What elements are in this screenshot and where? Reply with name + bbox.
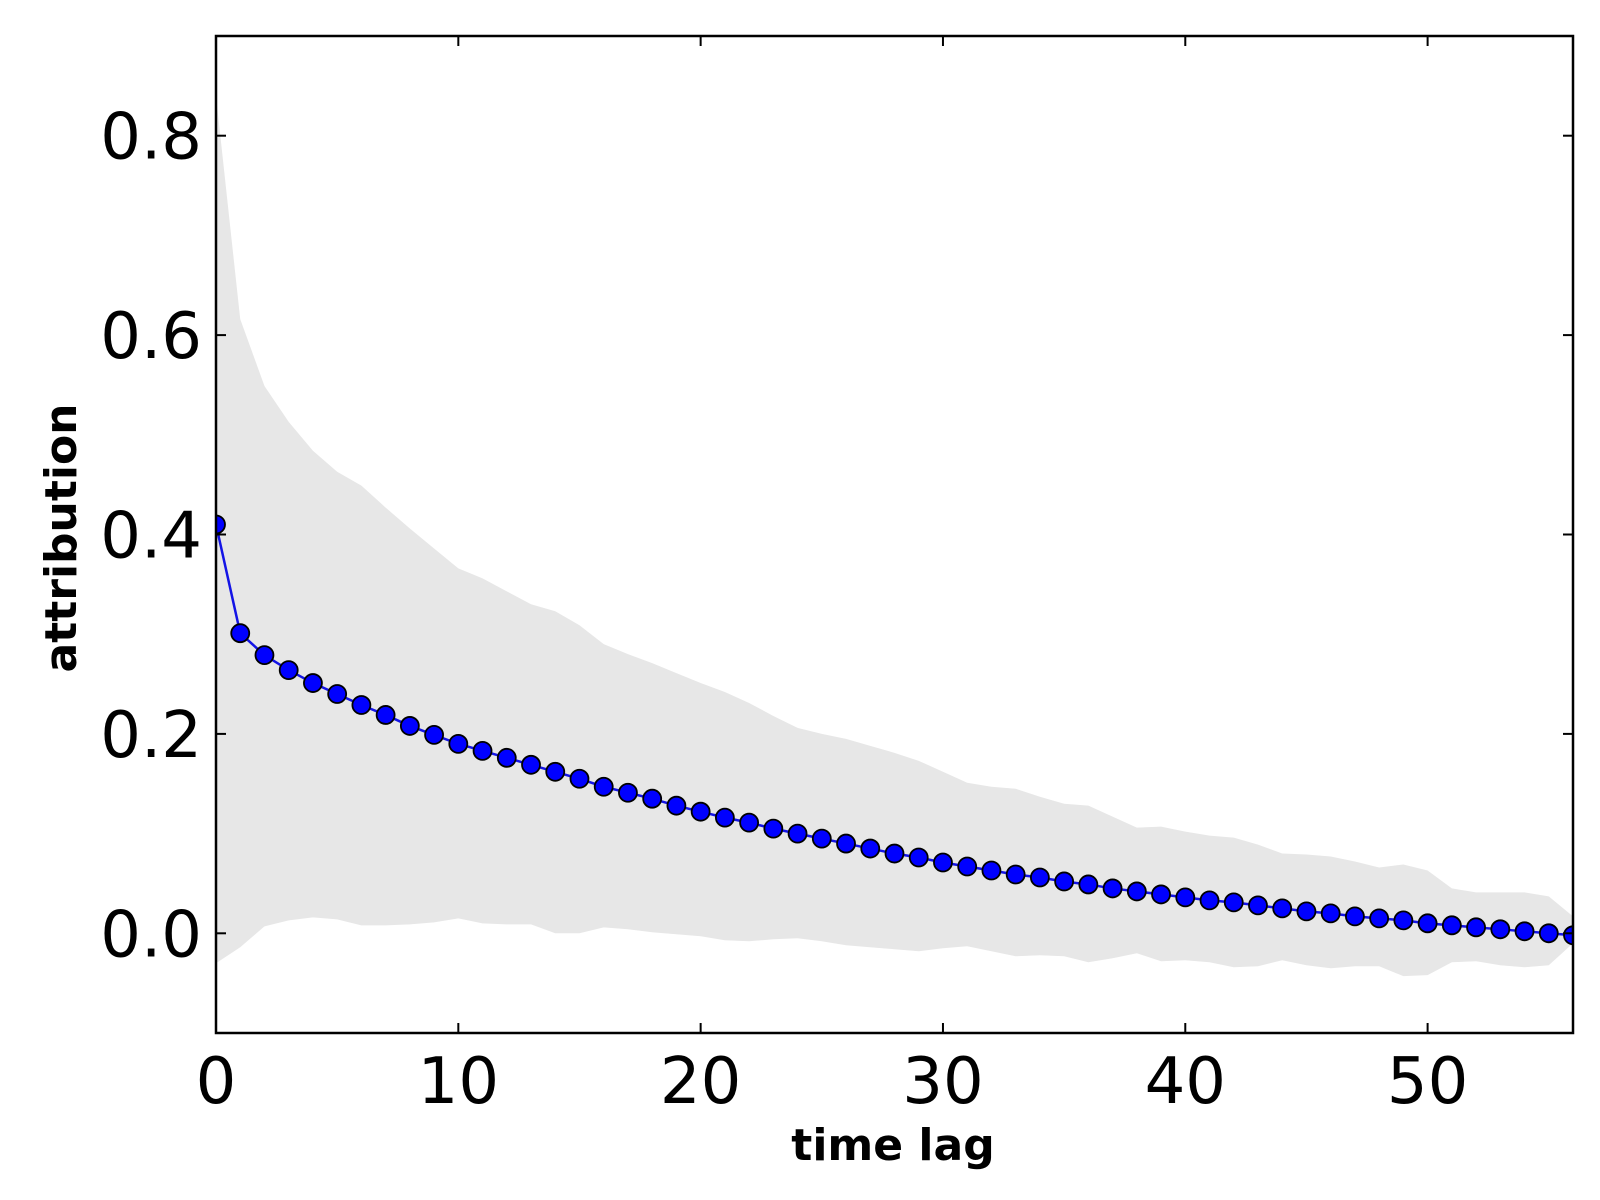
- data-point: [1199, 890, 1220, 911]
- series-layer: [216, 514, 1573, 946]
- data-point: [569, 768, 590, 789]
- y-tick-label: 0.0: [100, 898, 202, 972]
- data-point: [230, 623, 251, 644]
- data-point: [593, 776, 614, 797]
- data-point: [666, 795, 687, 816]
- data-point: [763, 818, 784, 839]
- data-point: [1223, 892, 1244, 913]
- data-point: [521, 754, 541, 775]
- data-point: [1538, 923, 1559, 944]
- data-point: [1393, 910, 1414, 931]
- data-point: [351, 695, 372, 715]
- data-point: [545, 761, 566, 782]
- x-tick-label: 40: [1145, 1045, 1226, 1119]
- data-point: [303, 673, 323, 693]
- data-point: [1369, 908, 1390, 929]
- y-axis-label: attribution: [36, 403, 87, 672]
- data-point: [399, 716, 420, 736]
- data-point: [1102, 878, 1123, 899]
- data-point: [690, 801, 711, 822]
- data-point: [424, 725, 444, 745]
- tick-layer: 0 10 20 30 40 50 0.0 0.2 0.4 0.6 0.8: [100, 36, 1573, 1119]
- data-point: [1029, 867, 1050, 888]
- data-point: [496, 747, 517, 768]
- data-point: [739, 812, 760, 833]
- data-point: [216, 514, 226, 535]
- y-tick-label: 0.6: [100, 300, 202, 374]
- data-point: [1320, 903, 1341, 924]
- data-point: [1514, 921, 1535, 942]
- series-group: [216, 514, 1573, 946]
- data-point: [472, 740, 493, 761]
- data-point: [787, 823, 808, 844]
- data-point: [933, 852, 953, 873]
- data-point: [1248, 895, 1268, 916]
- data-point: [1272, 898, 1293, 919]
- data-point: [884, 843, 905, 864]
- y-tick-label: 0.2: [100, 699, 202, 773]
- confidence-band: [216, 95, 1573, 977]
- x-tick-label: 30: [902, 1045, 983, 1119]
- data-point: [1563, 925, 1573, 946]
- data-point: [1078, 874, 1099, 895]
- data-point: [254, 645, 275, 666]
- data-point: [327, 684, 348, 704]
- x-axis-label: time lag: [791, 1120, 994, 1171]
- x-tick-label: 50: [1387, 1045, 1468, 1119]
- data-point: [375, 705, 396, 725]
- data-point: [642, 788, 663, 809]
- data-point: [618, 782, 638, 803]
- data-point: [1466, 917, 1486, 938]
- y-tick-label: 0.8: [100, 101, 202, 175]
- data-point: [1345, 906, 1365, 927]
- data-point: [714, 807, 735, 828]
- x-tick-label: 0: [196, 1045, 237, 1119]
- data-point: [860, 838, 881, 859]
- data-point: [1126, 881, 1147, 902]
- data-point: [278, 660, 299, 680]
- data-point: [448, 733, 469, 754]
- data-point: [811, 828, 832, 849]
- data-point: [1417, 913, 1438, 934]
- x-tick-label: 10: [418, 1045, 499, 1119]
- data-point: [1296, 901, 1317, 922]
- data-point: [1005, 864, 1026, 885]
- data-point: [1151, 884, 1171, 905]
- confidence-band-layer: [216, 95, 1573, 977]
- data-point: [981, 860, 1002, 881]
- x-tick-label: 20: [660, 1045, 741, 1119]
- data-point: [957, 856, 978, 877]
- data-point: [1490, 919, 1511, 940]
- data-point: [908, 847, 929, 868]
- data-point: [1054, 871, 1075, 892]
- y-tick-label: 0.4: [100, 500, 202, 574]
- data-point: [1175, 887, 1196, 908]
- data-point: [836, 833, 856, 854]
- data-point: [1441, 915, 1462, 936]
